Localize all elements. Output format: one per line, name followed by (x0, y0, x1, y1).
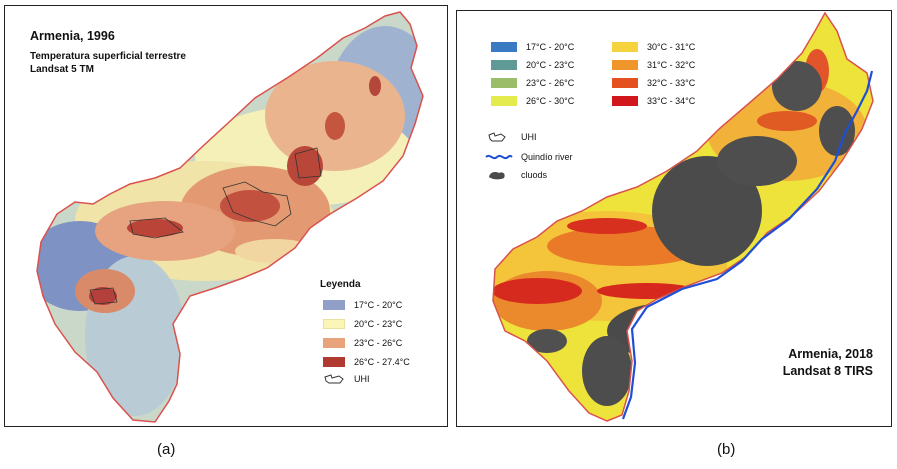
legend-b-river: Quindío river (485, 151, 573, 163)
legend-b-clouds: cluods (487, 169, 547, 181)
legend-label: 30°C - 31°C (647, 42, 696, 52)
legend-swatch (491, 96, 517, 106)
legend-swatch (612, 78, 638, 88)
map-a-subtitle: Temperatura superficial terrestre (30, 51, 186, 62)
legend-a-item: 20°C - 23°C (323, 318, 402, 330)
legend-label: 23°C - 26°C (526, 78, 575, 88)
legend-a-item: UHI (323, 373, 370, 385)
legend-b-item: 31°C - 32°C (612, 59, 695, 71)
legend-label: 33°C - 34°C (647, 96, 696, 106)
legend-swatch (612, 42, 638, 52)
legend-swatch (323, 338, 345, 348)
uhi-outline-icon (488, 132, 506, 142)
legend-swatch (491, 60, 517, 70)
uhi-outline-icon (324, 374, 344, 384)
cloud-shape-icon (489, 172, 505, 180)
legend-label: UHI (521, 132, 537, 142)
legend-a-title: Leyenda (320, 279, 361, 290)
legend-swatch (612, 60, 638, 70)
legend-label: 26°C - 27.4°C (354, 357, 410, 367)
legend-b-item: 26°C - 30°C (491, 95, 574, 107)
legend-label: UHI (354, 374, 370, 384)
legend-a-item: 23°C - 26°C (323, 337, 402, 349)
legend-swatch (323, 300, 345, 310)
legend-b-item: 33°C - 34°C (612, 95, 695, 107)
map-a-title: Armenia, 1996 (30, 29, 115, 43)
legend-label: 17°C - 20°C (526, 42, 575, 52)
legend-label: 26°C - 30°C (526, 96, 575, 106)
legend-b-item: 32°C - 33°C (612, 77, 695, 89)
legend-swatch (323, 319, 345, 329)
river-line-icon (485, 154, 513, 160)
temperature-map-1996 (36, 11, 424, 423)
caption-b: (b) (717, 441, 736, 458)
legend-b-item: 23°C - 26°C (491, 77, 574, 89)
legend-label: 20°C - 23°C (526, 60, 575, 70)
legend-b-item: 30°C - 31°C (612, 41, 695, 53)
temperature-map-2018 (492, 12, 874, 422)
legend-label: Quindío river (521, 152, 573, 162)
legend-label: 32°C - 33°C (647, 78, 696, 88)
legend-b-item: 20°C - 23°C (491, 59, 574, 71)
legend-label: 17°C - 20°C (354, 300, 403, 310)
map-panel-a: Armenia, 1996 Temperatura superficial te… (4, 5, 448, 427)
legend-a-item: 26°C - 27.4°C (323, 356, 410, 368)
legend-a-item: 17°C - 20°C (323, 299, 402, 311)
legend-swatch (612, 96, 638, 106)
legend-label: 20°C - 23°C (354, 319, 403, 329)
legend-label: 23°C - 26°C (354, 338, 403, 348)
legend-b-item: 17°C - 20°C (491, 41, 574, 53)
legend-label: 31°C - 32°C (647, 60, 696, 70)
legend-swatch (491, 78, 517, 88)
map-b-sensor: Landsat 8 TIRS (782, 364, 873, 378)
legend-swatch (323, 357, 345, 367)
caption-a: (a) (157, 441, 176, 458)
map-a-sensor: Landsat 5 TM (30, 64, 94, 75)
map-b-title: Armenia, 2018 (788, 347, 873, 361)
map-panel-b: 17°C - 20°C 20°C - 23°C 23°C - 26°C 26°C… (456, 10, 892, 427)
legend-swatch (491, 42, 517, 52)
legend-label: cluods (521, 170, 548, 180)
legend-b-uhi: UHI (487, 131, 537, 143)
